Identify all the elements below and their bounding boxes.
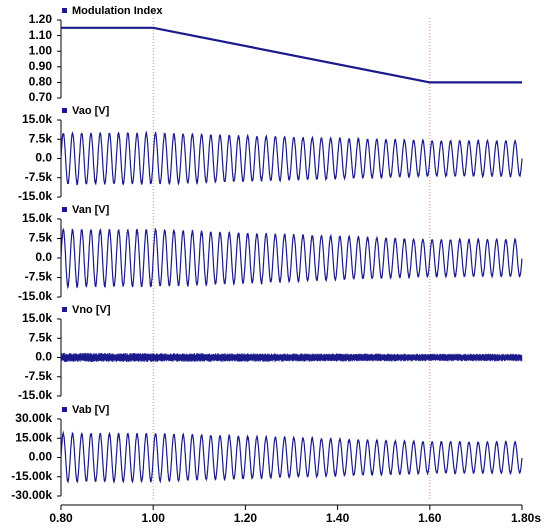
series-ripple — [60, 352, 523, 363]
series-waveform — [60, 130, 523, 186]
y-tick-label: 1.10 — [29, 28, 53, 42]
y-tick-label: 15.0k — [22, 112, 52, 126]
series-line — [61, 26, 522, 84]
y-tick-label: -7.5k — [25, 170, 53, 184]
legend-swatch — [62, 307, 67, 312]
x-tick-label: 1.20 — [234, 511, 258, 525]
legend-label: Vno [V] — [72, 304, 111, 316]
y-tick-label: 30.00k — [15, 411, 52, 425]
x-tick-label: 1.00 — [142, 511, 166, 525]
y-tick-label: -15.0k — [18, 189, 52, 203]
series-waveform — [60, 430, 523, 484]
legend-swatch — [62, 108, 67, 113]
y-tick-label: 7.5k — [29, 131, 53, 145]
panel-3: Vno [V] 15.0k 7.5k 0.0 -7.5k -15.0k — [18, 304, 523, 402]
legend-swatch — [62, 407, 67, 412]
x-tick-label: 1.40 — [326, 511, 350, 525]
legend-label: Van [V] — [72, 204, 110, 216]
legend-swatch — [62, 8, 67, 13]
y-tick-label: 7.5k — [29, 330, 53, 344]
x-tick-label: 0.80 — [49, 511, 73, 525]
panel-2: Van [V] 15.0k 7.5k 0.0 -7.5k -15.0k — [18, 204, 523, 303]
y-tick-label: -15.0k — [18, 388, 52, 402]
y-tick-label: 0.0 — [35, 151, 52, 165]
y-tick-label: -15.00k — [11, 469, 52, 483]
y-tick-label: 0.0 — [35, 350, 52, 364]
y-tick-label: 0.80 — [29, 75, 53, 89]
legend-label: Vao [V] — [72, 105, 110, 117]
y-tick-label: -7.5k — [25, 270, 53, 284]
y-tick-label: 1.00 — [29, 43, 53, 57]
y-tick-label: 0.90 — [29, 59, 53, 73]
legend-swatch — [62, 207, 67, 212]
legend-label: Vab [V] — [72, 404, 110, 416]
y-tick-label: 15.0k — [22, 311, 52, 325]
y-tick-label: -7.5k — [25, 369, 53, 383]
y-tick-label: 0.70 — [29, 90, 53, 104]
x-axis: 0.80 1.00 1.20 1.40 1.60 1.80s — [49, 504, 541, 525]
y-tick-label: 0.0 — [35, 250, 52, 264]
legend-label: Modulation Index — [72, 5, 163, 17]
y-tick-label: -30.00k — [11, 488, 52, 502]
y-tick-label: 15.0k — [22, 211, 52, 225]
y-tick-label: 1.20 — [29, 12, 53, 26]
y-tick-label: 15.00k — [15, 430, 52, 444]
panel-1: Vao [V] 15.0k 7.5k 0.0 -7.5k -15.0k — [18, 105, 523, 203]
series-waveform — [60, 227, 523, 290]
y-tick-label: 0.00 — [29, 450, 53, 464]
x-tick-label: 1.80s — [511, 511, 541, 525]
y-tick-label: 7.5k — [29, 231, 53, 245]
x-tick-label: 1.60 — [418, 511, 442, 525]
panel-0: Modulation Index 1.20 1.101.00 0.90 0.800.70 — [29, 5, 522, 104]
y-tick-label: -15.0k — [18, 289, 52, 303]
panel-4: Vab [V] 30.00k 15.00k 0.00 -15.00k -30.00k — [11, 404, 523, 502]
